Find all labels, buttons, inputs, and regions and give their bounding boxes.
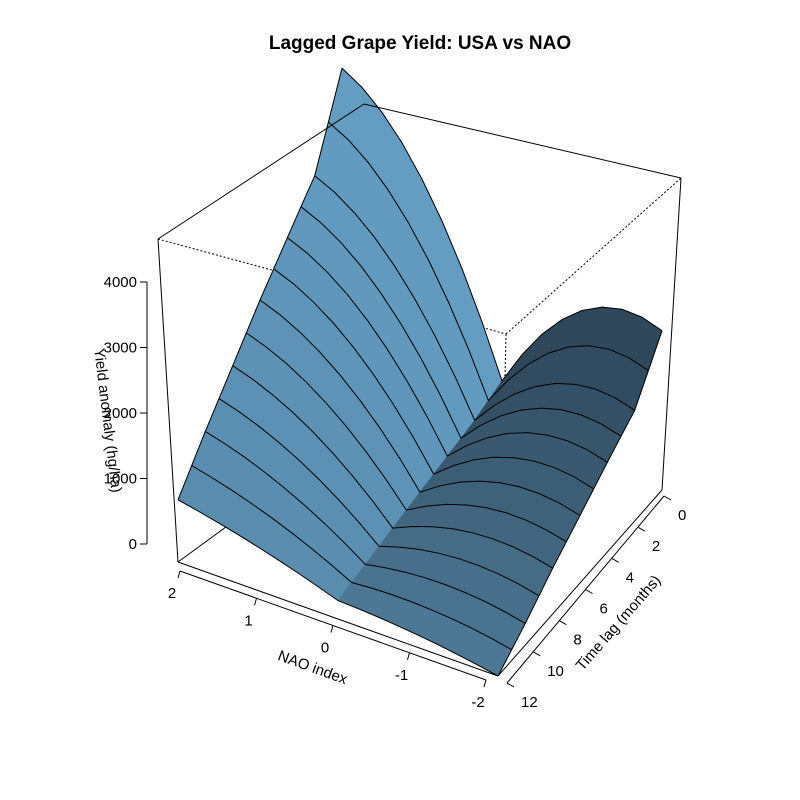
y-tick-mark	[532, 651, 541, 657]
box-edge-top-right	[363, 103, 682, 179]
x-tick-label: 2	[168, 585, 176, 602]
x-tick-mark	[330, 625, 334, 633]
mesh-line-lag	[246, 332, 567, 543]
y-tick-label: 12	[521, 694, 538, 711]
x-tick-mark	[407, 652, 410, 660]
mesh-line-lag	[300, 206, 622, 439]
y-tick-mark	[611, 557, 619, 563]
x-tick-label: -2	[471, 694, 484, 711]
chart-title: Lagged Grape Yield: USA vs NAO	[269, 33, 571, 54]
y-tick-mark	[506, 682, 515, 688]
x-tick-mark	[254, 598, 257, 606]
x-tick-mark	[177, 570, 181, 579]
mesh-line-lag	[232, 365, 553, 569]
y-tick-label: 10	[547, 663, 564, 680]
surface-edge	[177, 67, 343, 500]
x-tick-label: -1	[395, 667, 408, 684]
y-tick-label: 2	[652, 538, 660, 555]
y-axis-label: Time lag (months)	[573, 572, 665, 674]
y-tick-label: 0	[678, 507, 686, 524]
y-tick-label: 8	[573, 632, 581, 649]
y-tick-mark	[663, 495, 672, 501]
x-tick-label: 0	[321, 640, 329, 657]
mesh-line-lag	[259, 299, 581, 516]
mesh-line-lag	[287, 237, 608, 463]
box-edge-right-vertical	[661, 177, 682, 491]
y-tick-mark	[559, 620, 567, 626]
mesh-line-lag	[328, 121, 649, 402]
y-tick-mark	[585, 589, 593, 594]
mesh-line-lag	[177, 499, 499, 677]
box-edge-left-vertical	[157, 238, 179, 563]
surface-mesh	[177, 67, 663, 677]
mesh-line-lag	[218, 398, 540, 597]
y-tick-label: 6	[600, 601, 608, 618]
z-tick-label: 2000	[104, 405, 137, 422]
mesh-line-lag	[191, 465, 512, 651]
y-tick-label: 4	[626, 569, 634, 586]
mesh-line-lag	[314, 175, 635, 422]
mesh-line-lag	[273, 268, 594, 490]
z-tick-label: 0	[129, 536, 137, 553]
floor-edge-nao	[177, 561, 499, 677]
floor-edge-lag	[497, 489, 663, 677]
box-edge-top-back-right	[505, 177, 682, 335]
mesh-line-lag	[341, 67, 663, 382]
z-tick-label: 1000	[104, 471, 137, 488]
z-tick-label: 4000	[104, 274, 137, 291]
box-edge-top-left	[157, 103, 365, 240]
surface-edge	[497, 330, 663, 677]
x-tick-label: 1	[244, 612, 252, 629]
y-tick-mark	[637, 526, 646, 532]
bounding-box-visible	[157, 103, 682, 563]
z-tick-label: 3000	[104, 340, 137, 357]
mesh-line-lag	[205, 430, 526, 624]
x-tick-mark	[483, 679, 487, 688]
x-axis-label: NAO index	[276, 647, 350, 688]
